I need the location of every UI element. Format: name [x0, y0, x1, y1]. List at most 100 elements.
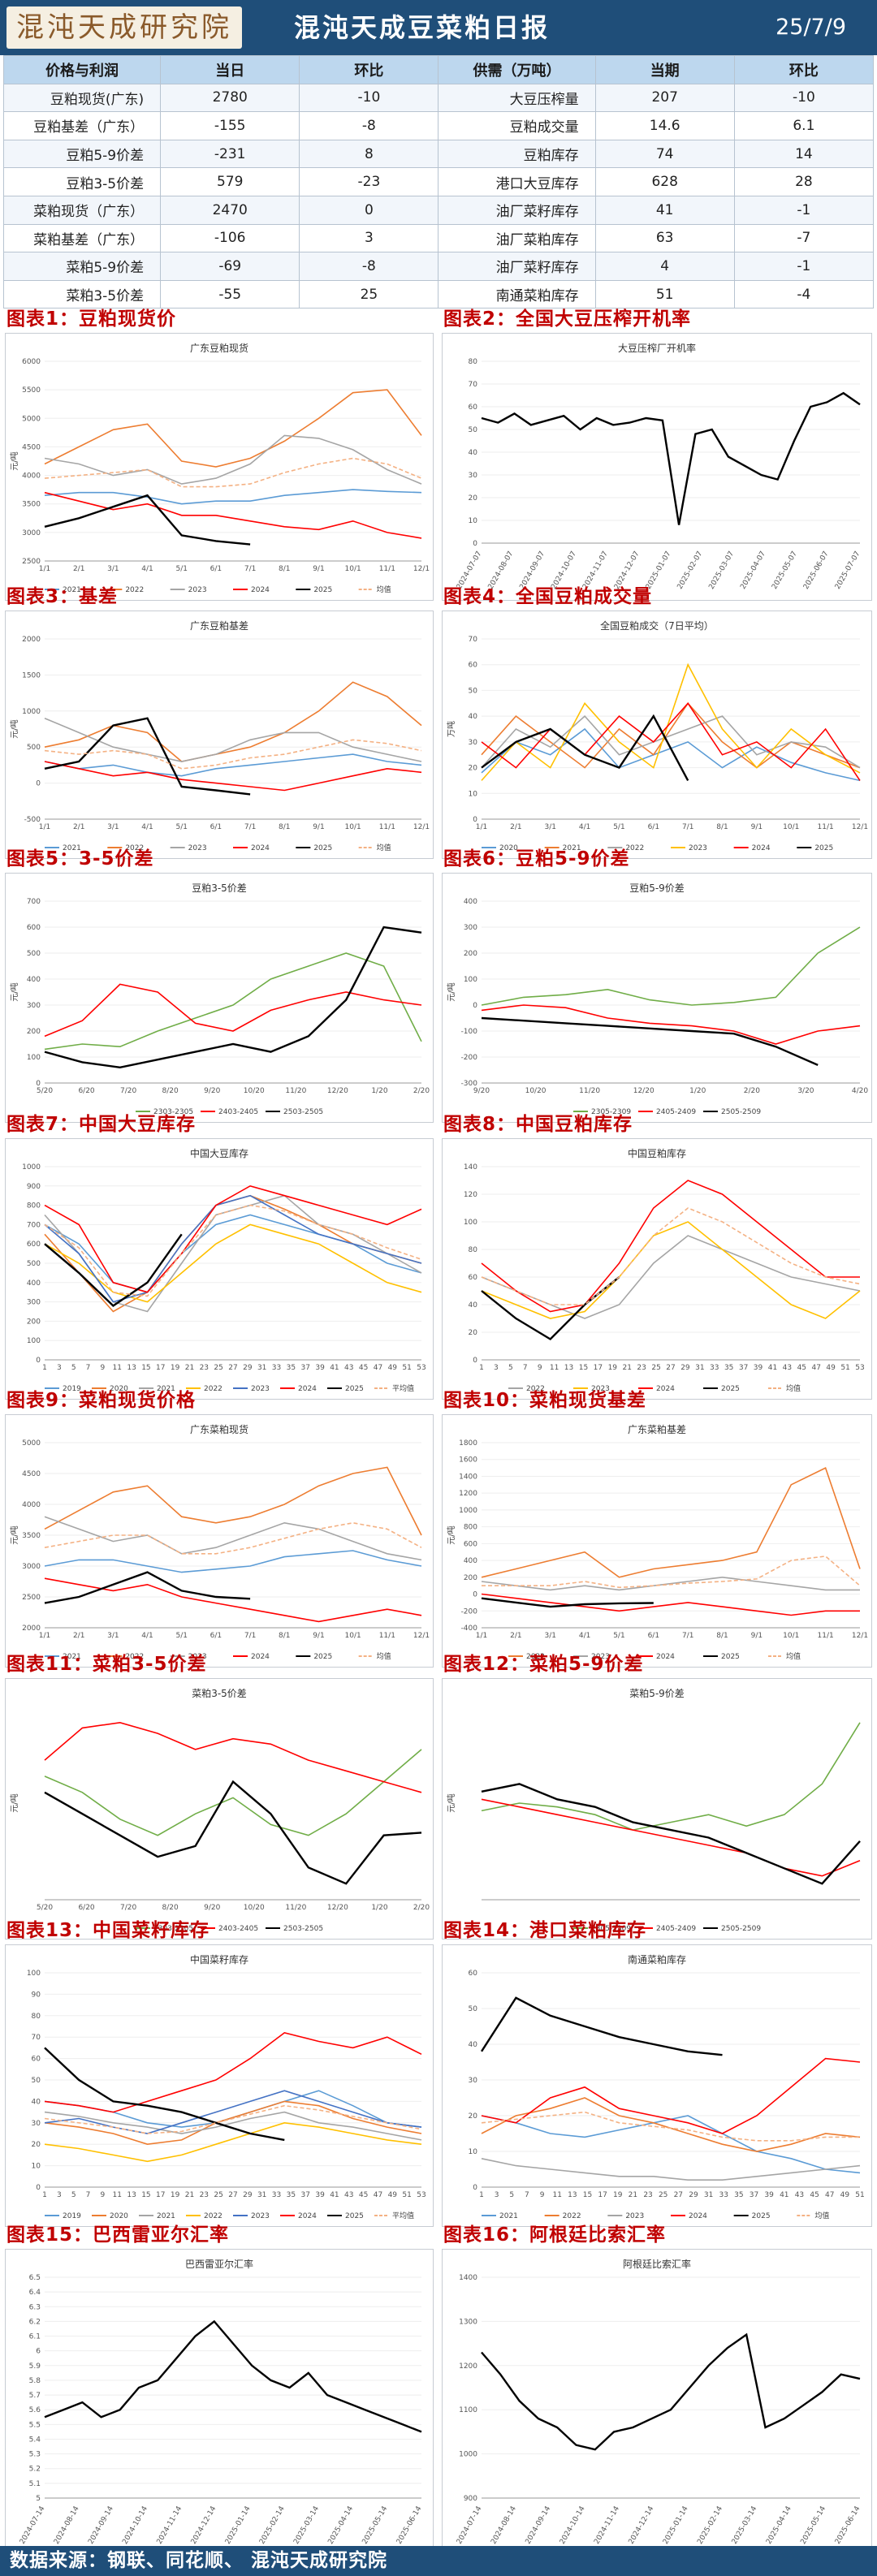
x-tick-label: 33 — [719, 2191, 728, 2199]
x-tick-label: 21 — [185, 2191, 194, 2199]
x-tick-label: 19 — [608, 1364, 618, 1372]
x-tick-label: 12/20 — [633, 1087, 655, 1095]
y-tick-label: 60 — [469, 1970, 478, 1978]
x-tick-label: 12/1 — [852, 1632, 868, 1640]
series-line — [44, 2104, 422, 2134]
x-tick-label: 3/1 — [107, 823, 119, 831]
table-cell: 628 — [594, 167, 735, 196]
x-tick-label: 49 — [826, 1364, 836, 1372]
series-line — [481, 1180, 860, 1313]
table-row: 菜粕基差（广东） -106 3 油厂菜粕库存 63 -7 — [2, 223, 875, 253]
legend-label: 2020 — [499, 844, 518, 852]
x-tick-label: 49 — [388, 2191, 398, 2199]
x-tick-label: 17 — [598, 2191, 607, 2199]
y-tick-label: 6.3 — [29, 2303, 41, 2311]
y-tick-label: 20 — [469, 765, 478, 773]
table-cell: -23 — [299, 167, 439, 196]
y-tick-label: 5000 — [22, 1439, 41, 1448]
y-tick-label: 140 — [464, 1163, 477, 1171]
y-tick-label: 1000 — [459, 1507, 477, 1515]
table-cell: 大豆压榨量 — [438, 83, 596, 113]
x-tick-label: 25 — [214, 1364, 222, 1372]
x-tick-label: 2024-10-14 — [121, 2505, 149, 2546]
legend-label: 2021 — [499, 2212, 518, 2220]
x-tick-label: 8/20 — [162, 1087, 179, 1095]
x-tick-label: 3/1 — [107, 565, 119, 573]
x-tick-label: 6/1 — [648, 823, 659, 831]
table-cell: 8 — [299, 139, 439, 169]
x-tick-label: 51 — [402, 1364, 411, 1372]
table-cell: -1 — [733, 252, 875, 281]
series-line — [44, 1521, 422, 1555]
y-tick-label: 900 — [27, 1183, 41, 1191]
x-tick-label: 3/1 — [544, 1632, 555, 1640]
table-header-cell: 当期 — [594, 55, 735, 84]
legend-label: 2025 — [721, 1385, 740, 1393]
chart-title: 阿根廷比索汇率 — [623, 2258, 691, 2270]
y-tick-label: 0 — [473, 1357, 477, 1365]
x-tick-label: 47 — [374, 1364, 382, 1372]
x-tick-label: 4/1 — [141, 565, 153, 573]
x-tick-label: 8/1 — [716, 823, 728, 831]
x-tick-label: 2025-02-14 — [258, 2505, 287, 2546]
y-tick-label: 20 — [469, 1329, 478, 1337]
legend-label: 2024 — [251, 586, 270, 594]
series-line — [481, 391, 861, 525]
x-tick-label: 3 — [494, 1364, 499, 1372]
x-tick-label: 9/1 — [751, 823, 763, 831]
legend-label: 2024 — [251, 1653, 270, 1661]
x-tick-label: 19 — [171, 1364, 180, 1372]
chart-caption: 图表3：基差 — [6, 586, 119, 607]
chart-svg: 巴西雷亚尔汇率 5 5.1 5.2 5.3 5.4 5.5 5.6 5.7 5.8 5.9 6 6.1 6… — [19, 2258, 424, 2546]
y-tick-label: 100 — [464, 976, 477, 984]
x-tick-label: 2024-08-14 — [53, 2505, 81, 2546]
x-tick-label: 1/1 — [39, 1632, 50, 1640]
series-line — [481, 2057, 861, 2134]
x-tick-label: 39 — [764, 2191, 774, 2199]
table-cell: 港口大豆库存 — [438, 167, 596, 196]
x-tick-label: 2025-01-14 — [224, 2505, 253, 2546]
legend-label: 2022 — [125, 844, 144, 852]
legend-label: 2024 — [251, 844, 270, 852]
y-tick-label: 500 — [27, 1260, 41, 1268]
x-tick-label: 39 — [315, 2191, 325, 2199]
x-tick-label: 7/20 — [120, 1087, 136, 1095]
y-tick-label: 0 — [473, 2184, 477, 2192]
x-tick-label: 2/1 — [73, 1632, 84, 1640]
table-cell: 14 — [733, 139, 875, 169]
y-axis-label: 元/吨 — [9, 451, 19, 470]
x-tick-label: 12/20 — [327, 1904, 348, 1912]
table-cell: 油厂菜粕库存 — [438, 223, 596, 253]
x-tick-label: 11/1 — [818, 1632, 834, 1640]
logo: 混沌天成研究院 — [6, 6, 242, 49]
table-cell: 豆粕3-5价差 — [2, 167, 162, 196]
x-tick-label: 1/20 — [371, 1904, 387, 1912]
y-tick-label: 30 — [32, 2120, 41, 2128]
legend-label: 2505-2509 — [721, 1108, 761, 1116]
y-tick-label: 5.2 — [29, 2466, 41, 2474]
y-tick-label: 30 — [469, 739, 478, 747]
y-tick-label: -200 — [461, 1054, 478, 1062]
y-tick-label: 300 — [464, 924, 477, 932]
x-tick-label: 37 — [739, 1364, 748, 1372]
legend-label: 2022 — [204, 2212, 222, 2220]
legend-label: 2025 — [313, 586, 332, 594]
y-tick-label: -500 — [24, 816, 41, 824]
series-line — [44, 1721, 422, 1793]
x-tick-label: 9/1 — [751, 1632, 763, 1640]
y-tick-label: 50 — [469, 2005, 478, 2013]
table-row: 豆粕现货(广东) 2780 -10 大豆压榨量 207 -10 — [2, 83, 875, 113]
summary-table: 价格与利润 当日 环比 供需（万吨） 当期 环比 豆粕现货(广东) 2780 -10… — [2, 55, 875, 309]
y-tick-label: 2500 — [22, 558, 41, 566]
table-header-cell: 供需（万吨） — [438, 55, 596, 84]
x-tick-label: 33 — [272, 1364, 281, 1372]
x-tick-label: 2025-06-14 — [834, 2505, 862, 2546]
chart-panel: 全国豆粕成交（7日平均） 万吨 0 10 20 30 40 50 60 70 1/1 2/1 3/1 4/… — [442, 611, 872, 859]
x-tick-label: 13 — [127, 1364, 136, 1372]
chart-caption: 图表4：全国豆粕成交量 — [443, 586, 653, 607]
chart-panel: 中国大豆库存 0 100 200 300 400 500 600 700 800 900 1000 1 3… — [5, 1138, 434, 1400]
table-cell: 菜粕5-9价差 — [2, 252, 162, 281]
chart-title: 豆粕5-9价差 — [629, 882, 685, 894]
x-tick-label: 2025-06-14 — [395, 2505, 424, 2546]
